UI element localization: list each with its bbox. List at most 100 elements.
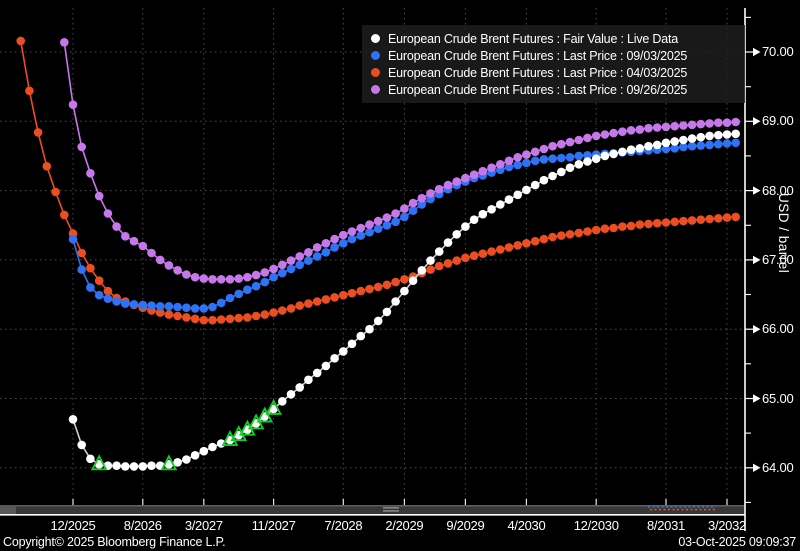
data-point[interactable] (94, 290, 104, 300)
data-point[interactable] (687, 134, 697, 143)
data-point[interactable] (548, 141, 557, 151)
data-point[interactable] (365, 220, 374, 229)
data-point[interactable] (173, 311, 182, 321)
data-point[interactable] (574, 135, 584, 145)
data-point[interactable] (722, 213, 732, 222)
data-point[interactable] (722, 118, 732, 127)
data-point[interactable] (661, 218, 671, 227)
data-point[interactable] (530, 236, 540, 246)
data-point[interactable] (400, 275, 409, 284)
data-point[interactable] (199, 274, 209, 283)
data-point[interactable] (94, 276, 104, 286)
data-point[interactable] (434, 247, 444, 256)
data-point[interactable] (347, 234, 357, 244)
data-point[interactable] (670, 137, 679, 146)
data-point[interactable] (522, 150, 531, 159)
data-point[interactable] (286, 256, 296, 265)
data-point[interactable] (705, 140, 714, 150)
data-point[interactable] (417, 266, 427, 275)
data-point[interactable] (155, 302, 165, 311)
data-point[interactable] (225, 314, 235, 324)
data-point[interactable] (138, 241, 148, 251)
data-point[interactable] (539, 234, 549, 244)
data-point[interactable] (487, 247, 496, 256)
data-point[interactable] (496, 245, 505, 254)
data-point[interactable] (182, 313, 191, 322)
data-point[interactable] (286, 304, 296, 313)
data-point[interactable] (173, 302, 182, 312)
data-point[interactable] (705, 214, 714, 224)
data-point[interactable] (51, 187, 60, 197)
data-point[interactable] (496, 200, 505, 209)
data-point[interactable] (504, 162, 514, 172)
data-point[interactable] (408, 206, 418, 215)
data-point[interactable] (452, 177, 462, 186)
data-point[interactable] (312, 252, 322, 261)
data-point[interactable] (417, 193, 427, 203)
data-point[interactable] (234, 274, 243, 283)
data-point[interactable] (382, 213, 392, 222)
data-point[interactable] (600, 130, 610, 139)
data-point[interactable] (583, 157, 592, 166)
data-point[interactable] (33, 128, 43, 137)
data-point[interactable] (714, 130, 723, 140)
data-point[interactable] (722, 130, 732, 139)
data-point[interactable] (25, 86, 34, 96)
data-point[interactable] (522, 239, 531, 248)
data-point[interactable] (86, 454, 95, 464)
data-point[interactable] (356, 331, 366, 341)
data-point[interactable] (391, 217, 400, 227)
data-point[interactable] (382, 307, 392, 317)
data-point[interactable] (373, 216, 383, 226)
data-point[interactable] (347, 339, 357, 349)
data-point[interactable] (644, 141, 653, 151)
data-point[interactable] (487, 205, 496, 214)
data-point[interactable] (618, 127, 627, 136)
data-point[interactable] (548, 171, 557, 181)
data-point[interactable] (722, 139, 732, 148)
data-point[interactable] (77, 265, 86, 274)
data-point[interactable] (304, 375, 313, 385)
data-point[interactable] (269, 272, 278, 282)
data-point[interactable] (513, 190, 522, 200)
data-point[interactable] (147, 301, 156, 310)
data-point[interactable] (600, 224, 610, 233)
data-point[interactable] (496, 160, 505, 169)
data-point[interactable] (478, 249, 488, 258)
data-point[interactable] (557, 231, 566, 240)
data-point[interactable] (339, 290, 348, 300)
data-point[interactable] (635, 125, 645, 134)
data-point[interactable] (208, 275, 217, 284)
data-point[interactable] (190, 304, 200, 313)
data-point[interactable] (382, 221, 392, 230)
data-point[interactable] (731, 117, 740, 127)
data-point[interactable] (373, 282, 383, 292)
data-point[interactable] (330, 293, 339, 302)
data-point[interactable] (321, 248, 331, 257)
data-point[interactable] (452, 230, 462, 239)
data-point[interactable] (60, 38, 69, 47)
data-point[interactable] (679, 216, 688, 226)
data-point[interactable] (278, 306, 287, 315)
data-point[interactable] (77, 142, 86, 152)
data-point[interactable] (661, 144, 671, 154)
data-point[interactable] (68, 415, 78, 424)
data-point[interactable] (557, 153, 566, 163)
data-point[interactable] (286, 390, 296, 399)
data-point[interactable] (121, 232, 130, 241)
data-point[interactable] (434, 184, 444, 194)
data-point[interactable] (356, 286, 366, 296)
data-point[interactable] (583, 133, 592, 143)
data-point[interactable] (121, 299, 130, 308)
data-point[interactable] (574, 151, 584, 161)
data-point[interactable] (679, 135, 688, 145)
data-point[interactable] (295, 301, 305, 310)
scrollbar-center-grip[interactable] (383, 510, 399, 512)
data-point[interactable] (382, 280, 392, 290)
data-point[interactable] (216, 275, 226, 284)
data-point[interactable] (452, 256, 462, 265)
data-point[interactable] (260, 310, 270, 319)
data-point[interactable] (644, 123, 653, 133)
data-point[interactable] (365, 284, 374, 294)
data-point[interactable] (652, 218, 662, 228)
